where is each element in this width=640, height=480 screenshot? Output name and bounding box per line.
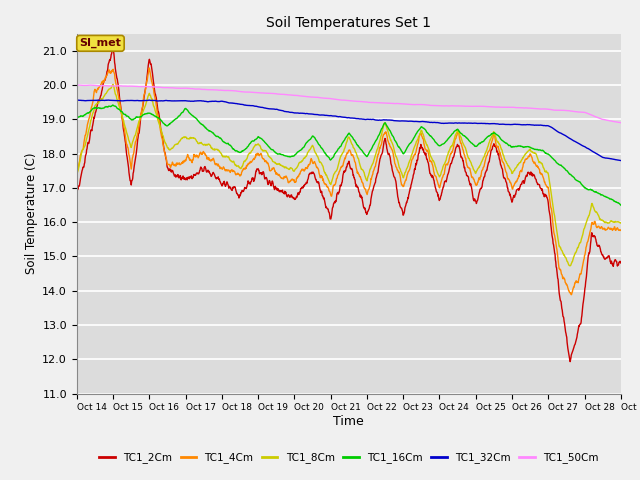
TC1_4Cm: [568, 292, 575, 298]
Line: TC1_32Cm: TC1_32Cm: [77, 100, 621, 160]
TC1_32Cm: [434, 120, 442, 125]
TC1_2Cm: [73, 192, 81, 198]
TC1_2Cm: [181, 176, 189, 182]
TC1_32Cm: [73, 97, 81, 103]
TC1_16Cm: [505, 143, 513, 148]
TC1_2Cm: [566, 359, 574, 364]
TC1_4Cm: [255, 152, 263, 158]
TC1_4Cm: [617, 228, 625, 233]
TC1_2Cm: [553, 265, 561, 271]
TC1_8Cm: [181, 134, 189, 140]
TC1_2Cm: [505, 189, 513, 195]
TC1_32Cm: [195, 98, 202, 104]
TC1_16Cm: [195, 118, 202, 124]
TC1_32Cm: [505, 121, 513, 127]
TC1_4Cm: [434, 179, 442, 184]
TC1_4Cm: [181, 157, 189, 163]
TC1_4Cm: [145, 65, 153, 71]
TC1_32Cm: [181, 98, 189, 104]
TC1_8Cm: [109, 82, 117, 87]
Line: TC1_50Cm: TC1_50Cm: [77, 85, 621, 123]
TC1_50Cm: [194, 86, 202, 92]
TC1_16Cm: [73, 116, 81, 121]
TC1_16Cm: [553, 160, 561, 166]
TC1_16Cm: [109, 102, 116, 108]
TC1_4Cm: [505, 177, 513, 182]
TC1_50Cm: [180, 85, 188, 91]
TC1_2Cm: [195, 170, 202, 176]
TC1_8Cm: [434, 170, 442, 176]
TC1_16Cm: [181, 106, 189, 111]
TC1_2Cm: [617, 260, 625, 266]
TC1_2Cm: [434, 190, 442, 196]
Line: TC1_8Cm: TC1_8Cm: [77, 84, 621, 266]
TC1_50Cm: [552, 108, 560, 113]
TC1_2Cm: [109, 46, 117, 51]
Y-axis label: Soil Temperature (C): Soil Temperature (C): [25, 153, 38, 275]
TC1_32Cm: [617, 157, 625, 163]
TC1_50Cm: [617, 120, 625, 126]
Line: TC1_2Cm: TC1_2Cm: [77, 48, 621, 361]
TC1_4Cm: [195, 155, 202, 161]
TC1_32Cm: [104, 97, 112, 103]
X-axis label: Time: Time: [333, 415, 364, 428]
TC1_2Cm: [255, 168, 263, 173]
TC1_16Cm: [434, 142, 442, 147]
TC1_50Cm: [433, 103, 441, 108]
TC1_50Cm: [504, 104, 512, 110]
TC1_8Cm: [566, 263, 574, 269]
TC1_8Cm: [505, 163, 513, 169]
TC1_16Cm: [255, 134, 263, 140]
TC1_32Cm: [255, 104, 263, 110]
Legend: TC1_2Cm, TC1_4Cm, TC1_8Cm, TC1_16Cm, TC1_32Cm, TC1_50Cm: TC1_2Cm, TC1_4Cm, TC1_8Cm, TC1_16Cm, TC1…: [95, 448, 602, 468]
Title: Soil Temperatures Set 1: Soil Temperatures Set 1: [266, 16, 431, 30]
TC1_8Cm: [255, 142, 263, 148]
TC1_4Cm: [73, 171, 81, 177]
TC1_8Cm: [73, 172, 81, 178]
TC1_50Cm: [73, 82, 81, 88]
TC1_8Cm: [617, 220, 625, 226]
TC1_16Cm: [617, 202, 625, 208]
Line: TC1_4Cm: TC1_4Cm: [77, 68, 621, 295]
TC1_4Cm: [553, 245, 561, 251]
TC1_8Cm: [553, 226, 561, 232]
TC1_8Cm: [195, 141, 202, 146]
Text: SI_met: SI_met: [79, 38, 122, 48]
TC1_32Cm: [553, 128, 561, 133]
TC1_50Cm: [255, 90, 262, 96]
Line: TC1_16Cm: TC1_16Cm: [77, 105, 621, 205]
